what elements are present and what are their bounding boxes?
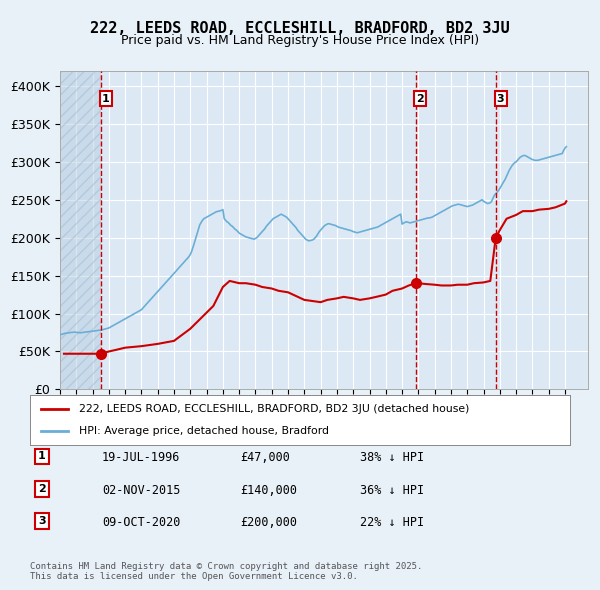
Text: 1: 1 <box>102 94 110 104</box>
Text: £140,000: £140,000 <box>240 484 297 497</box>
Text: Contains HM Land Registry data © Crown copyright and database right 2025.
This d: Contains HM Land Registry data © Crown c… <box>30 562 422 581</box>
Text: 222, LEEDS ROAD, ECCLESHILL, BRADFORD, BD2 3JU: 222, LEEDS ROAD, ECCLESHILL, BRADFORD, B… <box>90 21 510 35</box>
Text: 2: 2 <box>38 484 46 494</box>
Text: £47,000: £47,000 <box>240 451 290 464</box>
Text: 09-OCT-2020: 09-OCT-2020 <box>102 516 181 529</box>
Text: 3: 3 <box>497 94 505 104</box>
Text: 36% ↓ HPI: 36% ↓ HPI <box>360 484 424 497</box>
Text: 222, LEEDS ROAD, ECCLESHILL, BRADFORD, BD2 3JU (detached house): 222, LEEDS ROAD, ECCLESHILL, BRADFORD, B… <box>79 404 469 414</box>
Text: Price paid vs. HM Land Registry's House Price Index (HPI): Price paid vs. HM Land Registry's House … <box>121 34 479 47</box>
Text: 02-NOV-2015: 02-NOV-2015 <box>102 484 181 497</box>
Text: 19-JUL-1996: 19-JUL-1996 <box>102 451 181 464</box>
Text: 2: 2 <box>416 94 424 104</box>
Text: 38% ↓ HPI: 38% ↓ HPI <box>360 451 424 464</box>
Text: £200,000: £200,000 <box>240 516 297 529</box>
Text: 22% ↓ HPI: 22% ↓ HPI <box>360 516 424 529</box>
Text: 3: 3 <box>38 516 46 526</box>
Text: HPI: Average price, detached house, Bradford: HPI: Average price, detached house, Brad… <box>79 427 329 437</box>
Text: 1: 1 <box>38 451 46 461</box>
